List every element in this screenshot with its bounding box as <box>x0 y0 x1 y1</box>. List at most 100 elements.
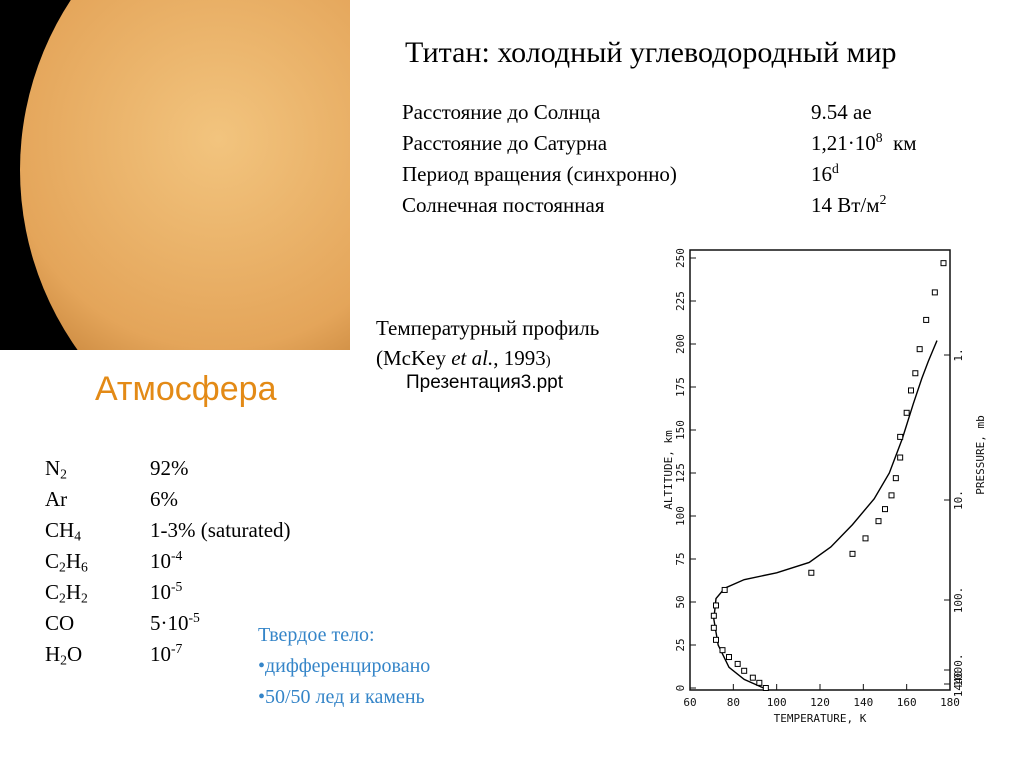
text-part: 10 <box>150 580 171 604</box>
y2-tick-label: 1440 <box>952 671 965 698</box>
text-part: H <box>45 642 61 666</box>
title: Титан: холодный углеводородный мир <box>405 36 897 69</box>
text-part: 6% <box>150 487 178 511</box>
solid-item: •дифференцировано <box>258 655 431 677</box>
data-point <box>931 289 938 296</box>
fraction: 1-3% (saturated) <box>150 518 291 543</box>
data-point <box>897 433 904 440</box>
data-point <box>749 674 756 681</box>
text-part: CH <box>45 518 75 542</box>
data-point <box>713 636 719 643</box>
fraction: 10-5 <box>150 578 183 605</box>
text-part: d <box>832 160 839 176</box>
y-tick-label: 175 <box>674 377 687 397</box>
x-tick-label: 80 <box>727 696 740 709</box>
text-part: CO <box>45 611 75 635</box>
caption-line: Температурный профиль <box>376 316 599 341</box>
data-point <box>726 654 732 661</box>
fraction: 6% <box>150 487 178 512</box>
text-part: 2 <box>60 652 67 668</box>
text-part: 2 <box>59 559 66 575</box>
y-tick-label: 75 <box>674 552 687 565</box>
y-tick-label: 225 <box>674 291 687 311</box>
text-part: (McKey <box>376 346 452 370</box>
text-part: , 1993 <box>493 346 546 370</box>
y-tick-label: 125 <box>674 463 687 483</box>
data-point <box>808 569 815 576</box>
data-point <box>875 518 882 525</box>
fraction: 10-7 <box>150 640 183 667</box>
text-part: et al. <box>451 346 494 370</box>
text-part: C <box>45 549 60 573</box>
y-axis-label: ALTITUDE, km <box>662 430 675 510</box>
y2-tick-label: 10. <box>952 490 965 510</box>
data-point <box>882 506 888 513</box>
formula: CO <box>45 611 74 636</box>
text-part: 10 <box>150 642 171 666</box>
fraction: 5·10-5 <box>150 609 200 636</box>
x-tick-label: 180 <box>940 696 960 709</box>
text-part: 2 <box>879 191 887 207</box>
x-axis-label: TEMPERATURE, K <box>774 712 867 725</box>
y-tick-label: 0 <box>674 685 687 692</box>
fact-label: Расстояние до Солнца <box>402 100 601 124</box>
text-part: H <box>65 549 82 573</box>
text-part: 2 <box>60 466 67 482</box>
fact-value: 16d <box>811 160 839 187</box>
text-part: 4 <box>74 528 82 544</box>
data-point <box>888 492 895 499</box>
text-part: Ar <box>45 487 68 511</box>
x-tick-label: 60 <box>683 696 696 709</box>
data-point <box>940 260 947 267</box>
text-part: 14 Вт/м <box>811 193 880 217</box>
text-part: 1-3% (saturated) <box>150 518 291 542</box>
data-point <box>912 370 919 377</box>
text-part: 2 <box>81 590 88 606</box>
solid-heading: Твердое тело: <box>258 624 375 646</box>
formula: Ar <box>45 487 67 512</box>
y2-tick-label: 1. <box>952 348 965 361</box>
file-link[interactable]: Презентация3.ppt <box>406 372 564 393</box>
fact-label: Солнечная постоянная <box>402 193 605 217</box>
text-part: 9.54 ае <box>811 100 872 124</box>
text-part: -7 <box>171 640 183 656</box>
text-part: км <box>882 131 917 155</box>
x-tick-label: 100 <box>767 696 787 709</box>
data-point <box>849 550 856 557</box>
profile-line <box>713 340 938 689</box>
titan-image <box>0 0 350 350</box>
text-part: 8 <box>875 129 883 145</box>
formula: N2 <box>45 456 67 481</box>
text-part: 5·10 <box>150 611 189 635</box>
data-point <box>897 454 904 461</box>
y2-tick-label: 1000. <box>952 653 965 686</box>
y-tick-label: 150 <box>674 420 687 440</box>
formula: C2H2 <box>45 580 88 605</box>
text-part: -5 <box>188 609 200 625</box>
text-part: 2 <box>59 590 66 606</box>
data-point <box>762 685 769 691</box>
formula: C2H6 <box>45 549 88 574</box>
text-part: N <box>45 456 61 480</box>
text-part: Температурный профиль <box>376 316 600 340</box>
data-point <box>862 535 869 542</box>
data-point <box>713 602 719 609</box>
text-part: -4 <box>171 547 183 563</box>
solid-item: •50/50 лед и камень <box>258 686 425 708</box>
text-part: 16 <box>811 162 832 186</box>
y-tick-label: 25 <box>674 638 687 651</box>
y2-tick-label: 100. <box>952 587 965 614</box>
data-point <box>741 667 748 674</box>
text-part: -5 <box>171 578 183 594</box>
y-tick-label: 100 <box>674 506 687 526</box>
data-point <box>916 346 923 353</box>
text-part: 92% <box>150 456 189 480</box>
fact-value: 1,21·108 км <box>811 129 917 156</box>
fact-value: 14 Вт/м2 <box>811 191 887 218</box>
formula: CH4 <box>45 518 81 543</box>
section-heading: Атмосфера <box>95 370 277 408</box>
fact-value: 9.54 ае <box>811 100 872 125</box>
data-point <box>756 679 763 686</box>
